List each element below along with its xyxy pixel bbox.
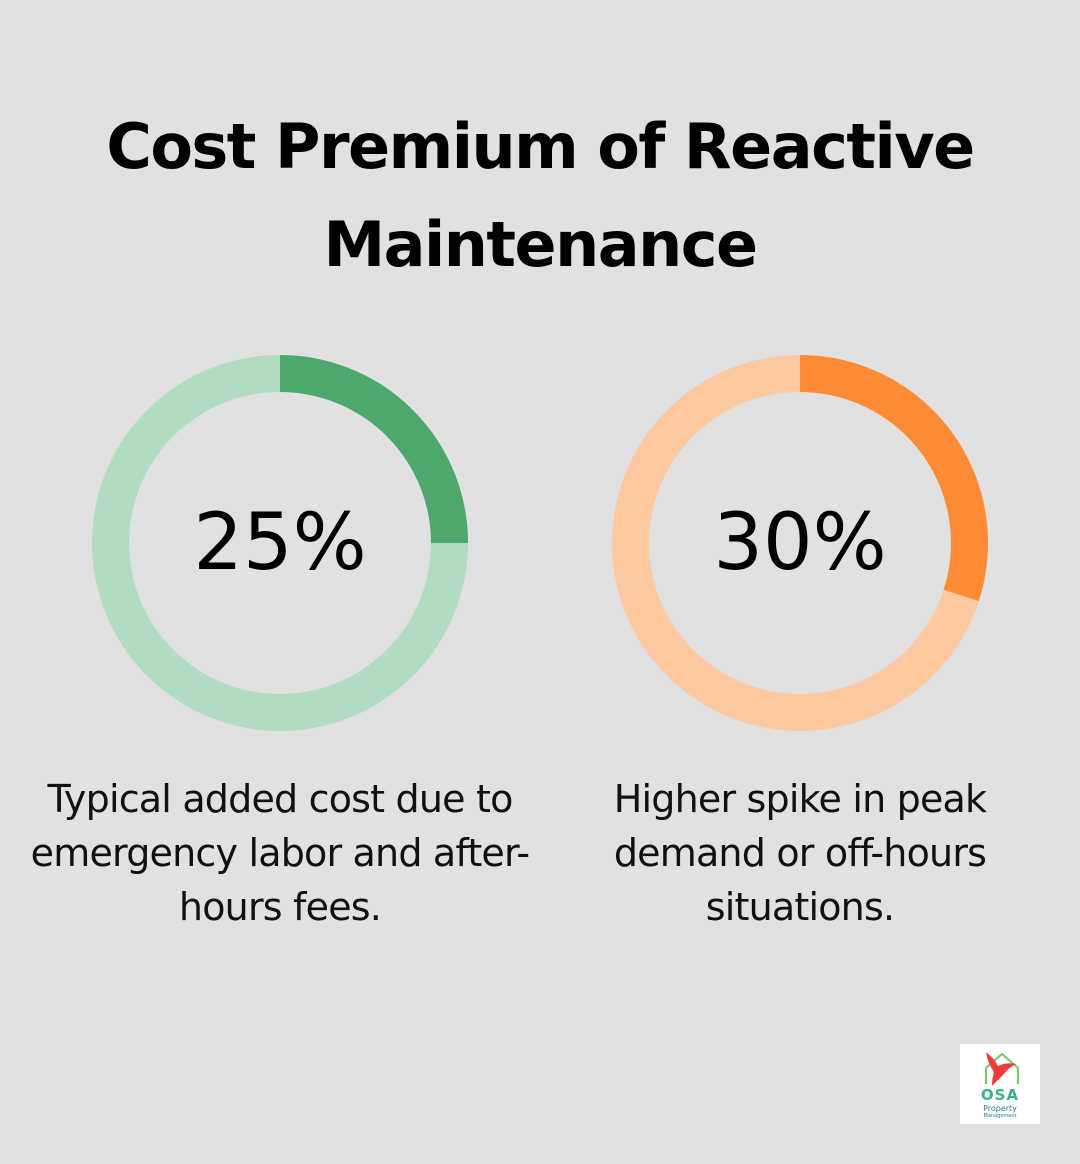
donut-ring-2	[612, 355, 988, 731]
donut-chart-1: 25%	[92, 355, 468, 731]
brand-logo: OSA Property Management	[960, 1044, 1040, 1124]
stat-caption-2: Higher spike in peak demand or off-hours…	[613, 777, 987, 929]
donut-chart-2: 30%	[612, 355, 988, 731]
page-title: Cost Premium of Reactive Maintenance	[0, 98, 1080, 294]
title-line-2: Maintenance	[323, 208, 758, 281]
stat-value-2: 30%	[713, 498, 887, 588]
stat-value-1: 25%	[193, 498, 367, 588]
logo-line-2: Management	[983, 1113, 1017, 1119]
logo-line-1: Property	[983, 1104, 1017, 1113]
donut-ring-1	[92, 355, 468, 731]
title-line-1: Cost Premium of Reactive	[106, 110, 975, 183]
logo-name: OSA	[980, 1086, 1020, 1104]
house-bird-icon	[985, 1052, 1019, 1086]
stat-caption-1: Typical added cost due to emergency labo…	[30, 777, 530, 929]
